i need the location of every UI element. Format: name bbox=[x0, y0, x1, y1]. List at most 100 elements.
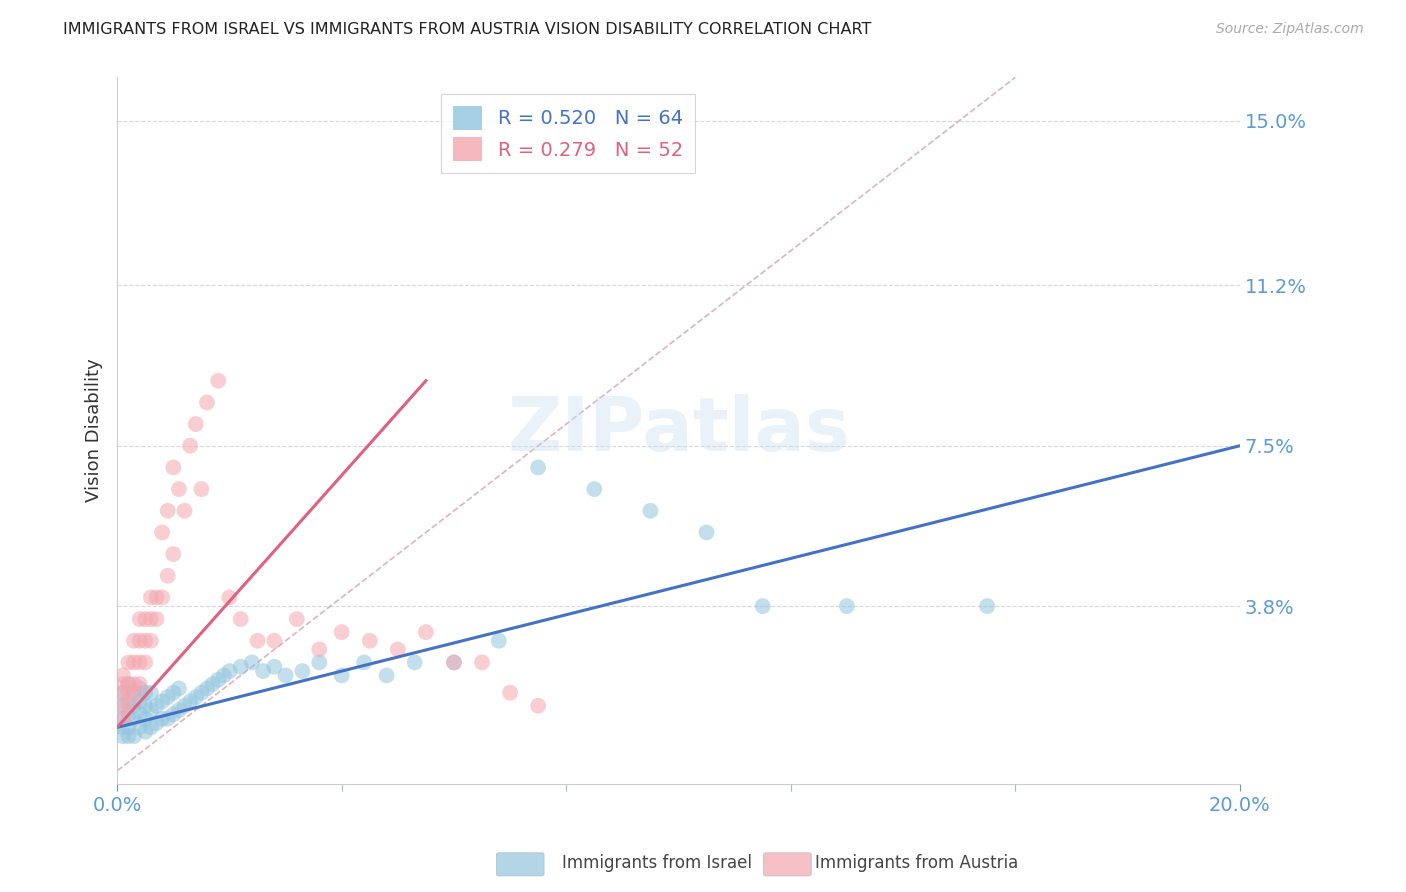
Point bbox=[128, 612, 150, 626]
Point bbox=[122, 686, 145, 700]
Point bbox=[156, 568, 179, 582]
Point bbox=[488, 633, 510, 648]
Point bbox=[527, 460, 550, 475]
Point bbox=[122, 656, 145, 670]
Point bbox=[117, 677, 139, 691]
Point bbox=[117, 720, 139, 734]
Point bbox=[190, 686, 212, 700]
Point bbox=[167, 482, 190, 496]
Point bbox=[111, 698, 134, 713]
Point bbox=[195, 395, 218, 409]
Point bbox=[134, 656, 156, 670]
Point bbox=[139, 591, 162, 605]
Point bbox=[976, 599, 998, 613]
Text: IMMIGRANTS FROM ISRAEL VS IMMIGRANTS FROM AUSTRIA VISION DISABILITY CORRELATION : IMMIGRANTS FROM ISRAEL VS IMMIGRANTS FRO… bbox=[63, 22, 872, 37]
Point bbox=[179, 694, 201, 708]
Text: ZIPatlas: ZIPatlas bbox=[508, 394, 849, 467]
Point bbox=[122, 698, 145, 713]
Point bbox=[111, 712, 134, 726]
Point bbox=[527, 698, 550, 713]
Point bbox=[117, 729, 139, 743]
Point bbox=[145, 591, 167, 605]
Point bbox=[139, 633, 162, 648]
Point bbox=[353, 656, 375, 670]
Point bbox=[229, 659, 252, 673]
Point bbox=[640, 504, 662, 518]
Point bbox=[145, 612, 167, 626]
Point bbox=[134, 698, 156, 713]
Point bbox=[111, 712, 134, 726]
Point bbox=[128, 694, 150, 708]
Point bbox=[117, 656, 139, 670]
Point bbox=[145, 716, 167, 731]
Point bbox=[387, 642, 409, 657]
Point bbox=[128, 656, 150, 670]
Point bbox=[207, 374, 229, 388]
Point bbox=[156, 712, 179, 726]
Point bbox=[122, 729, 145, 743]
Point bbox=[404, 656, 426, 670]
Point bbox=[173, 698, 195, 713]
Point bbox=[111, 677, 134, 691]
Point bbox=[201, 677, 224, 691]
Point bbox=[117, 686, 139, 700]
Point bbox=[173, 504, 195, 518]
Point bbox=[162, 460, 184, 475]
Point bbox=[207, 673, 229, 687]
Point bbox=[330, 668, 353, 682]
Point bbox=[162, 547, 184, 561]
Point bbox=[162, 707, 184, 722]
Point bbox=[134, 633, 156, 648]
Point bbox=[184, 417, 207, 431]
Point bbox=[156, 690, 179, 704]
Point bbox=[443, 656, 465, 670]
Point bbox=[111, 729, 134, 743]
Point bbox=[184, 690, 207, 704]
Point bbox=[179, 439, 201, 453]
Point bbox=[415, 625, 437, 640]
Point bbox=[111, 668, 134, 682]
Point bbox=[117, 694, 139, 708]
Point bbox=[195, 681, 218, 696]
Point bbox=[111, 686, 134, 700]
Point bbox=[128, 633, 150, 648]
Point bbox=[696, 525, 718, 540]
Point bbox=[139, 686, 162, 700]
Point bbox=[150, 712, 173, 726]
Text: Source: ZipAtlas.com: Source: ZipAtlas.com bbox=[1216, 22, 1364, 37]
Point bbox=[263, 659, 285, 673]
Point bbox=[167, 703, 190, 717]
Point bbox=[246, 633, 269, 648]
Point bbox=[122, 677, 145, 691]
Point bbox=[471, 656, 494, 670]
Point bbox=[359, 633, 381, 648]
Point bbox=[134, 724, 156, 739]
Point bbox=[263, 633, 285, 648]
Point bbox=[375, 668, 398, 682]
Point bbox=[150, 591, 173, 605]
Point bbox=[212, 668, 235, 682]
Point bbox=[291, 664, 314, 678]
Point bbox=[111, 698, 134, 713]
Text: Immigrants from Israel: Immigrants from Israel bbox=[562, 855, 752, 872]
Point bbox=[150, 525, 173, 540]
Point bbox=[330, 625, 353, 640]
Point bbox=[499, 686, 522, 700]
Point bbox=[128, 720, 150, 734]
Point bbox=[117, 707, 139, 722]
Point bbox=[274, 668, 297, 682]
Point bbox=[751, 599, 773, 613]
Point bbox=[156, 504, 179, 518]
Point bbox=[190, 482, 212, 496]
Point bbox=[229, 612, 252, 626]
Point bbox=[835, 599, 858, 613]
Y-axis label: Vision Disability: Vision Disability bbox=[86, 359, 103, 502]
Point bbox=[308, 642, 330, 657]
Point bbox=[117, 677, 139, 691]
Point bbox=[128, 707, 150, 722]
Point bbox=[111, 686, 134, 700]
Point bbox=[285, 612, 308, 626]
Point bbox=[128, 677, 150, 691]
Point bbox=[117, 698, 139, 713]
Point bbox=[167, 681, 190, 696]
